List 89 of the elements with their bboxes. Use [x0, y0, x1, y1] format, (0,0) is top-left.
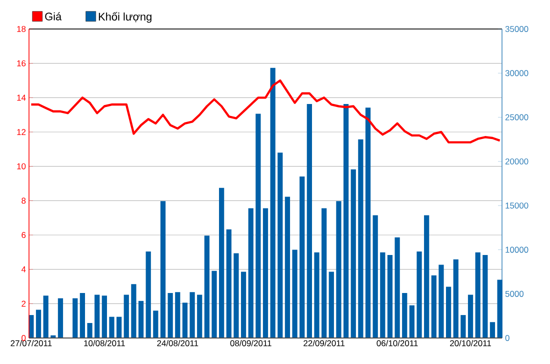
bar [460, 315, 466, 338]
bar [190, 292, 195, 338]
bar [453, 259, 458, 338]
bar [182, 302, 188, 338]
bar [394, 237, 400, 338]
x-tick-label: 24/08/2011 [157, 340, 198, 346]
bar [36, 310, 42, 338]
bar [380, 252, 386, 338]
bar [248, 208, 254, 338]
bar [475, 252, 480, 338]
bar [124, 294, 129, 338]
bar [160, 201, 166, 338]
bar [350, 169, 356, 338]
y-tick-label: 6 [22, 232, 26, 238]
bar [116, 316, 122, 338]
bar [306, 104, 312, 338]
bar [94, 294, 100, 338]
bar [256, 114, 261, 338]
legend-label: Giá [45, 12, 62, 20]
bar [314, 252, 320, 338]
y-tick-label: 2 [22, 300, 26, 307]
bar [58, 298, 64, 338]
bar [226, 229, 232, 338]
bar [175, 292, 180, 338]
y-tick-label: 4 [21, 266, 26, 272]
bar [424, 215, 430, 338]
y-tick-label: 8 [22, 198, 26, 204]
y-tick-label: 10 [17, 163, 26, 170]
bar [343, 104, 349, 338]
y2-tick-label: 5000 [505, 290, 524, 297]
bar [168, 292, 173, 338]
bar [402, 292, 408, 338]
y2-tick-label: 0 [505, 335, 510, 341]
y-tick-label: 18 [17, 26, 26, 32]
bar [146, 251, 151, 338]
y2-tick-label: 20000 [505, 158, 528, 164]
x-tick-label: 27/07/2011 [10, 340, 52, 346]
bar [446, 286, 452, 338]
bar [262, 208, 268, 338]
bar [490, 322, 496, 338]
bar [43, 296, 48, 338]
bar [234, 253, 239, 338]
bar [372, 215, 378, 338]
bar [102, 296, 107, 338]
y2-tick-label: 30000 [505, 70, 528, 76]
bar [240, 272, 246, 338]
bar [138, 300, 144, 338]
bar [72, 298, 78, 338]
bar [109, 316, 114, 338]
bar [212, 270, 217, 338]
y-tick-label: 0 [22, 335, 26, 341]
bar [284, 196, 290, 338]
bar [322, 208, 327, 338]
y2-tick-label: 35000 [505, 26, 528, 32]
bar [219, 188, 224, 338]
bar [292, 250, 298, 338]
bar [358, 139, 364, 338]
x-tick-label: 06/10/2011 [376, 340, 418, 346]
y-tick-label: 16 [17, 60, 26, 66]
bar [482, 255, 488, 338]
y2-tick-label: 10000 [506, 246, 528, 253]
y-tick-label: 14 [17, 94, 26, 101]
x-tick-label: 10/08/2011 [84, 340, 125, 346]
bar [204, 236, 210, 338]
bar [409, 305, 415, 338]
bar [328, 272, 334, 338]
bar [365, 108, 371, 338]
legend-label: Khối lượng [98, 12, 152, 23]
bar [300, 176, 305, 338]
y2-tick-label: 25000 [505, 114, 528, 120]
bar [197, 294, 202, 338]
x-tick-label: 20/10/2011 [450, 340, 491, 346]
x-tick-label: 22/09/2011 [304, 340, 345, 346]
bar [80, 292, 86, 338]
y2-tick-label: 15000 [506, 202, 528, 209]
bar [131, 284, 136, 338]
bar [87, 322, 92, 338]
bar [270, 68, 276, 338]
bar [387, 255, 393, 338]
bar [153, 310, 158, 338]
bar [278, 152, 283, 338]
bar [438, 264, 444, 338]
bar [431, 275, 436, 338]
bar [416, 251, 422, 338]
bar [336, 201, 342, 338]
bar [497, 280, 502, 338]
x-tick-label: 08/09/2011 [230, 340, 272, 346]
y-tick-label: 12 [17, 129, 26, 135]
bar [468, 294, 474, 338]
